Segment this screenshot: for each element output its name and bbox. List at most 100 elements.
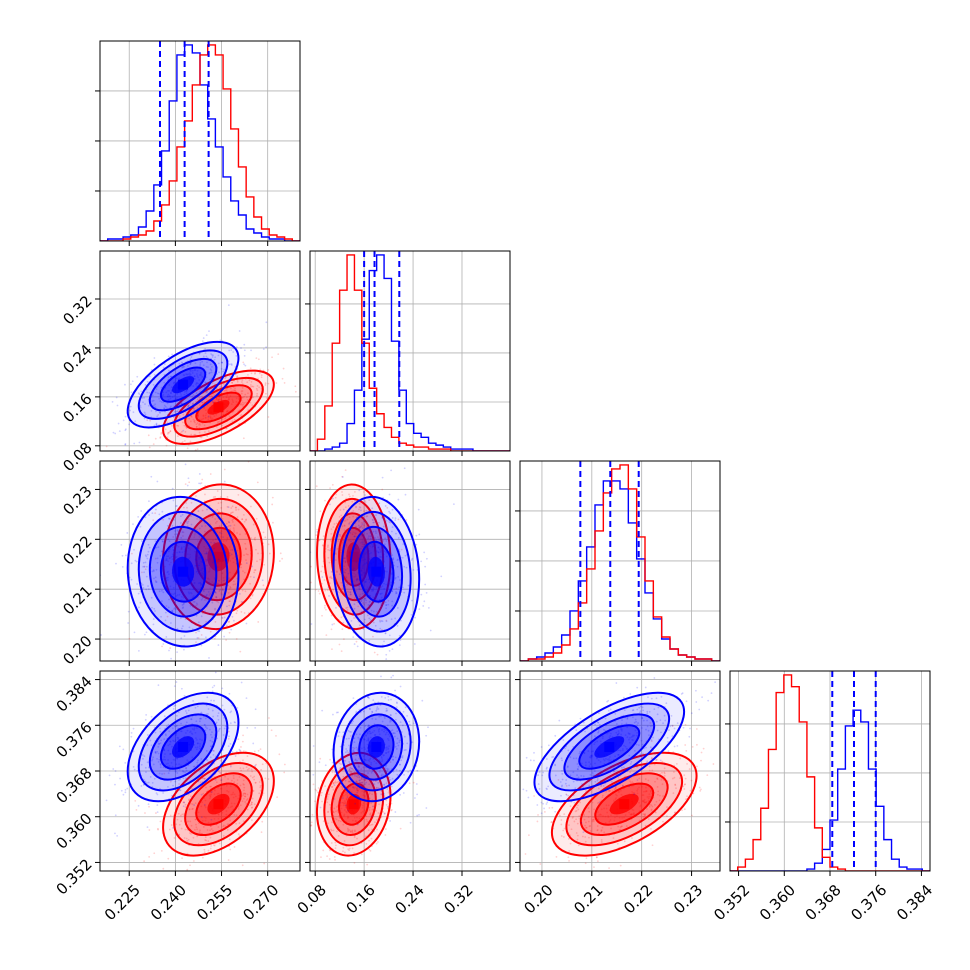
scatter-point [186,598,189,601]
scatter-point [170,375,173,378]
scatter-point [218,420,221,423]
scatter-point [399,685,402,688]
scatter-point [144,812,146,814]
scatter-point [161,589,163,592]
scatter-point [209,363,212,366]
scatter-point [259,558,261,561]
scatter-point [163,565,166,568]
scatter-point [186,522,189,525]
scatter-point [357,605,360,608]
scatter-point [191,402,194,405]
scatter-point [193,375,196,378]
scatter-point [219,416,222,418]
scatter-point [183,548,186,551]
scatter-point [200,583,203,586]
scatter-point [341,491,343,493]
scatter-point [329,758,331,761]
scatter-point [344,804,347,807]
scatter-point [182,606,185,609]
scatter-point [158,397,161,400]
scatter-point [206,593,208,596]
scatter-point [196,407,199,409]
scatter-point [250,505,252,508]
scatter-point [330,590,333,593]
scatter-point [196,528,198,531]
scatter-point [344,561,347,564]
scatter-point [165,555,168,558]
scatter-point [394,517,397,520]
scatter-point [181,421,184,424]
scatter-point [346,606,349,609]
scatter-point [105,445,108,448]
scatter-point [194,532,196,535]
scatter-point [161,645,163,648]
scatter-point [203,406,206,409]
scatter-point [202,415,205,418]
scatter-point [214,591,217,594]
scatter-point [212,496,215,499]
scatter-point [246,553,249,556]
scatter-point [118,745,121,748]
scatter-point [234,373,237,376]
scatter-point [335,493,338,496]
scatter-point [296,809,298,811]
scatter-point [242,403,245,406]
scatter-point [235,346,238,349]
scatter-point [340,581,343,584]
scatter-point [148,514,150,516]
scatter-point [386,506,389,509]
scatter-point [229,512,232,515]
scatter-point [159,554,162,557]
scatter-point [370,552,373,554]
scatter-point [114,832,116,835]
scatter-point [226,605,228,608]
scatter-point [382,556,384,559]
scatter-point [190,356,193,358]
scatter-point [176,424,179,427]
scatter-point [168,455,170,457]
scatter-point [216,566,219,569]
scatter-point [344,501,347,504]
scatter-point [178,551,181,553]
scatter-point [198,536,201,538]
scatter-point [200,634,203,636]
scatter-point [543,811,546,813]
scatter-point [201,525,203,528]
scatter-point [206,564,209,567]
scatter-point [348,516,351,519]
scatter-point [186,365,189,367]
scatter-point [166,436,169,439]
scatter-point [198,527,201,530]
scatter-point [275,382,278,384]
scatter-point [201,567,204,570]
scatter-point [172,555,174,558]
scatter-point [208,395,211,398]
scatter-point [355,532,358,535]
scatter-point [246,381,249,384]
scatter-point [353,862,356,864]
scatter-point [331,483,334,486]
scatter-point [236,375,239,377]
scatter-point [371,588,373,591]
panel-plot-area [100,671,300,871]
scatter-point [330,614,333,617]
scatter-point [205,595,208,597]
scatter-point [186,373,189,376]
scatter-point [199,364,202,366]
scatter-point [356,577,359,580]
scatter-point [167,550,170,553]
scatter-point [161,510,164,513]
scatter-point [358,508,360,511]
scatter-point [214,608,216,611]
scatter-point [190,433,193,436]
scatter-point [408,782,411,785]
scatter-point [192,402,195,405]
scatter-point [381,628,383,631]
scatter-point [205,381,207,384]
scatter-point [204,409,207,412]
scatter-point [312,783,315,786]
scatter-point [175,505,177,508]
scatter-point [204,348,207,350]
scatter-point [166,571,169,574]
scatter-point [196,398,199,401]
